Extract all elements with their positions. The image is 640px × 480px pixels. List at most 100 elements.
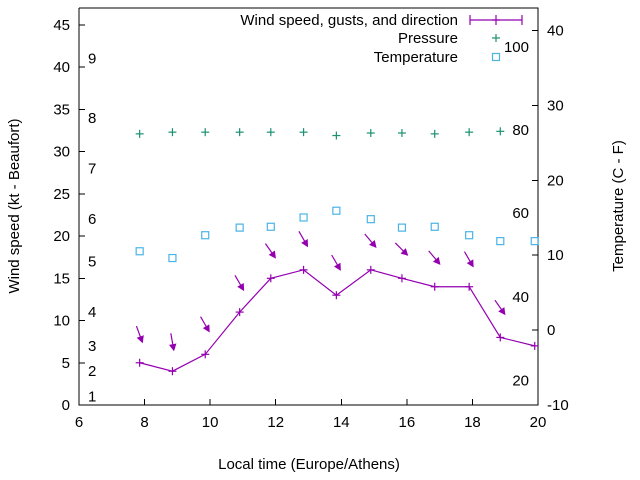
beaufort-label: 1 [88, 389, 96, 406]
fahrenheit-label: 100 [504, 39, 529, 56]
beaufort-label: 2 [88, 363, 96, 380]
plot-border [78, 7, 539, 406]
pressure-marker [135, 129, 144, 138]
legend-item[interactable]: Pressure [398, 30, 500, 47]
x-axis-tick-label: 10 [202, 414, 219, 431]
right-axis-tick-label: -10 [547, 397, 569, 414]
temperature-marker [465, 231, 474, 240]
right-axis-tick-label: 40 [547, 22, 564, 39]
temperature-marker [397, 223, 407, 232]
legend-item[interactable]: Wind speed, gusts, and direction [240, 12, 523, 29]
temperature-marker [332, 206, 341, 215]
left-axis-tick-label: 15 [53, 270, 70, 287]
gust-direction-arrow [494, 299, 506, 316]
left-axis-tick-label: 10 [53, 313, 70, 330]
legend-item-label: Temperature [374, 49, 458, 66]
x-axis-tick-label: 14 [333, 414, 350, 431]
temperature-marker [530, 237, 539, 246]
temperature-marker [168, 253, 177, 263]
pressure-marker [168, 128, 177, 137]
gust-direction-arrow [264, 243, 276, 259]
temperature-marker [430, 222, 439, 231]
x-axis-tick-label: 6 [75, 414, 83, 431]
fahrenheit-scale-labels: 20 40 60 80 100 [504, 39, 529, 389]
left-axis-tick-label: 45 [53, 17, 70, 34]
right-axis-tick-label: 0 [547, 322, 555, 339]
pressure-marker [266, 128, 275, 137]
beaufort-label: 6 [88, 211, 96, 228]
beaufort-label: 3 [88, 338, 96, 355]
x-axis-tick-label: 12 [267, 414, 284, 431]
gust-direction-arrow [200, 316, 210, 333]
right-axis-tick-label: 10 [547, 247, 564, 264]
series-pressure [135, 127, 505, 140]
x-axis-title: Local time (Europe/Athens) [218, 456, 400, 473]
temperature-marker [366, 215, 375, 224]
beaufort-scale-labels: 1 2 3 4 5 6 7 8 9 [88, 51, 96, 406]
beaufort-label: 5 [88, 253, 96, 270]
right-axis-tick-label: 20 [547, 172, 564, 189]
left-axis-tick-label: 40 [53, 59, 70, 76]
chart-legend: Wind speed, gusts, and directionPressure… [240, 12, 523, 66]
temperature-marker [266, 222, 275, 231]
series-wind-speed [135, 265, 539, 376]
pressure-marker [201, 128, 210, 137]
left-axis-tick-label: 0 [62, 397, 70, 414]
gust-direction-arrow [394, 242, 409, 256]
beaufort-label: 4 [88, 304, 96, 321]
beaufort-label: 7 [88, 160, 96, 177]
pressure-marker [430, 129, 439, 138]
pressure-marker [332, 131, 341, 140]
left-axis-tick-label: 35 [53, 101, 70, 118]
x-axis-tick-label: 8 [140, 414, 148, 431]
gust-direction-arrow [169, 333, 177, 352]
gust-direction-arrow [135, 325, 144, 344]
left-axis-tick-label: 25 [53, 186, 70, 203]
bottom-axis: 6 8 10 12 14 16 18 20 [75, 399, 547, 431]
x-axis-tick-label: 20 [530, 414, 547, 431]
left-axis: 0 5 10 15 20 25 30 35 40 45 [53, 17, 85, 414]
pressure-marker [397, 129, 406, 138]
fahrenheit-label: 40 [512, 289, 529, 306]
beaufort-label: 9 [88, 51, 96, 68]
fahrenheit-label: 20 [512, 372, 529, 389]
beaufort-label: 8 [88, 110, 96, 127]
temperature-marker [201, 231, 210, 240]
wind-speed-line [139, 269, 535, 372]
temperature-marker [299, 213, 308, 222]
y-axis-right-title: Temperature (C - F) [610, 140, 627, 272]
gust-direction-arrow [331, 254, 341, 271]
legend-item-label: Wind speed, gusts, and direction [240, 12, 458, 29]
fahrenheit-label: 60 [512, 205, 529, 222]
left-axis-tick-label: 30 [53, 144, 70, 161]
gust-direction-arrow [364, 233, 377, 248]
legend-square-sample [491, 52, 501, 62]
y-axis-left-title: Wind speed (kt - Beaufort) [6, 118, 23, 293]
plot-frame [78, 7, 539, 406]
temperature-marker [135, 247, 144, 256]
pressure-marker [299, 128, 308, 137]
gust-direction-arrow [428, 250, 441, 265]
legend-item-label: Pressure [398, 30, 458, 47]
temperature-marker [235, 223, 244, 232]
pressure-marker [366, 129, 375, 138]
right-axis-tick-label: 30 [547, 97, 564, 114]
series-temperature [135, 206, 539, 263]
x-axis-tick-label: 18 [464, 414, 481, 431]
fahrenheit-label: 80 [512, 122, 529, 139]
temperature-marker [496, 237, 505, 246]
right-axis: -10 0 10 20 30 40 [532, 22, 569, 414]
gust-direction-arrow [298, 231, 309, 248]
pressure-marker [235, 128, 244, 137]
x-axis-tick-label: 16 [399, 414, 416, 431]
left-axis-tick-label: 5 [62, 355, 70, 372]
pressure-marker [496, 127, 505, 136]
series-gusts [135, 231, 506, 352]
gust-direction-arrow [234, 274, 245, 292]
gust-direction-arrow [463, 251, 474, 268]
pressure-marker [465, 128, 474, 137]
left-axis-tick-label: 20 [53, 228, 70, 245]
legend-item[interactable]: Temperature [374, 49, 501, 66]
